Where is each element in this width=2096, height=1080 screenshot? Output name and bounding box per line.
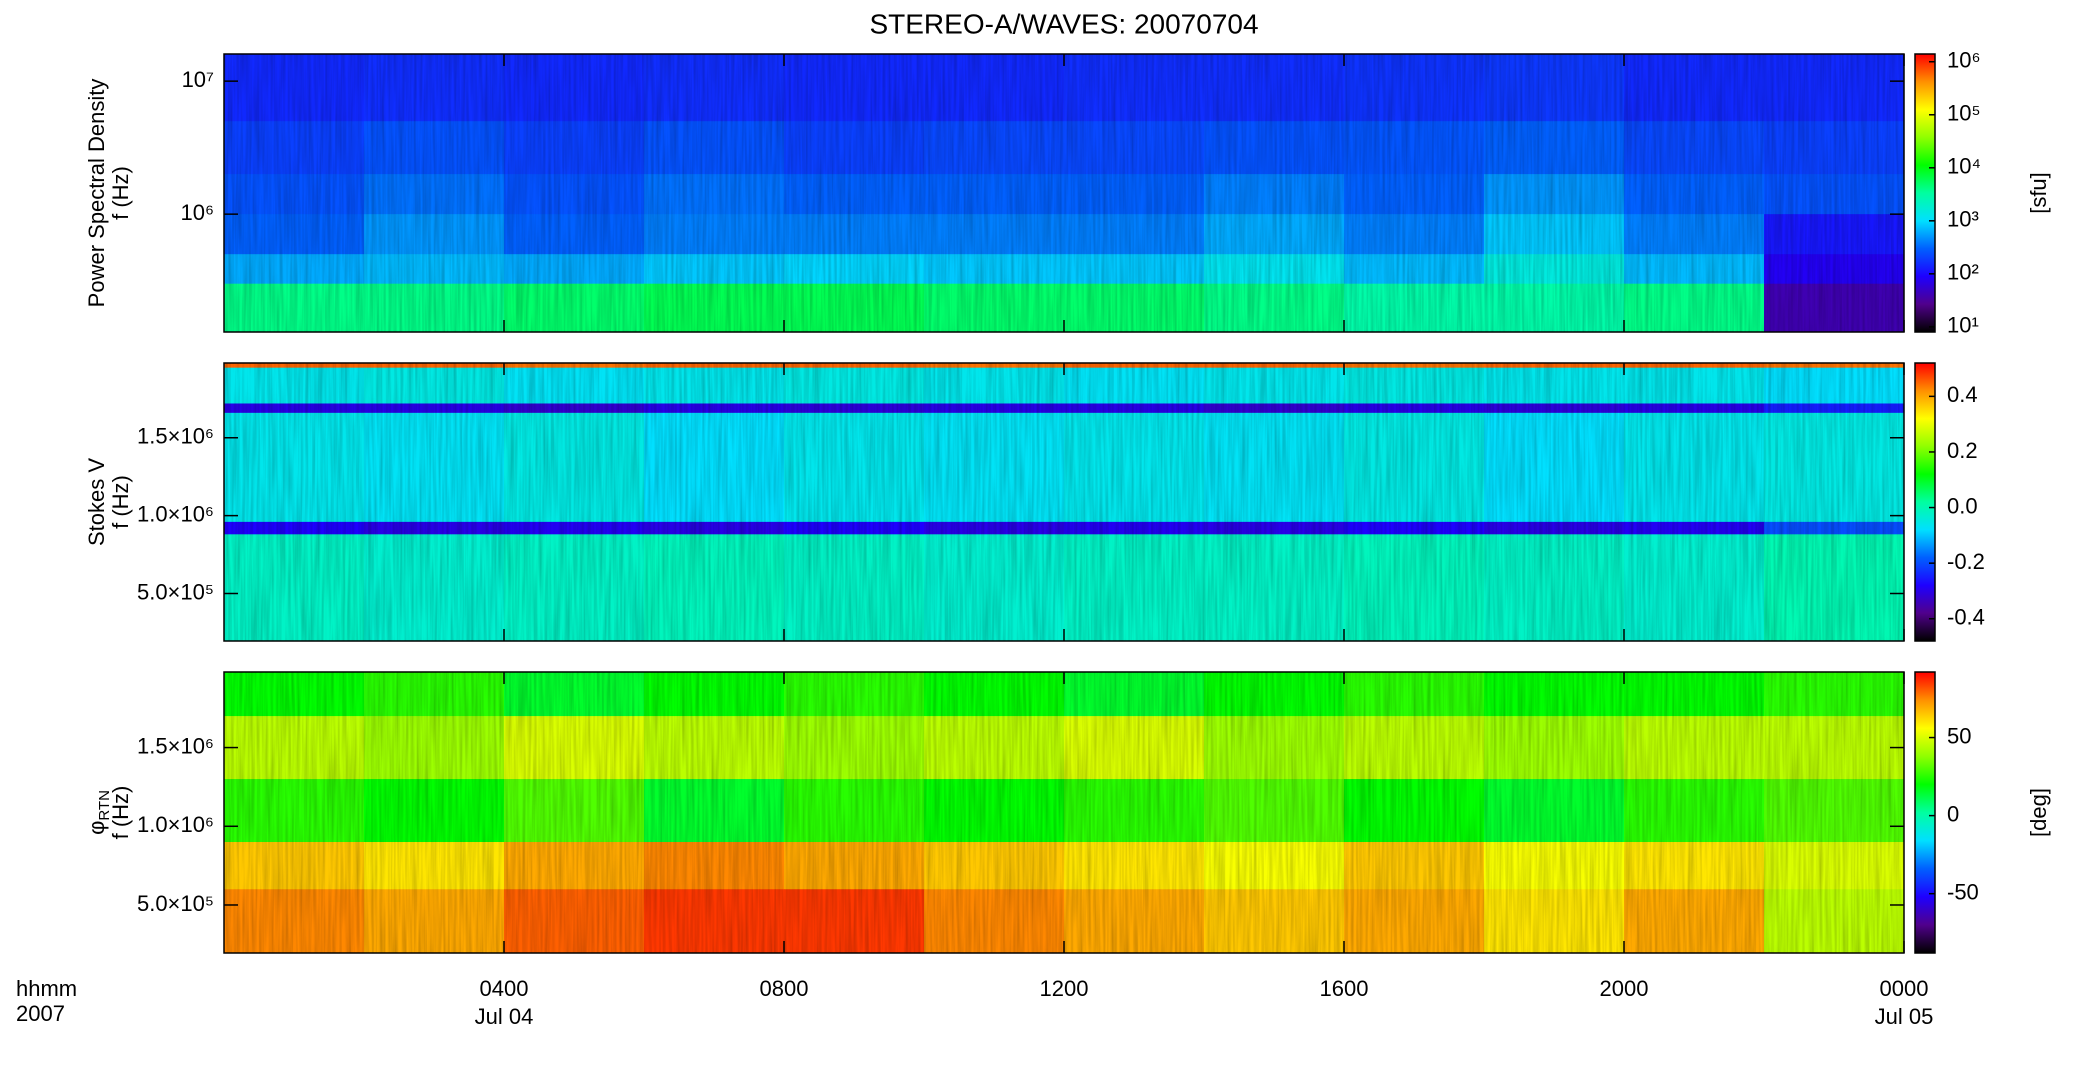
- y-axis-label-text: f (Hz): [108, 475, 133, 529]
- colorbar-tick-label: 0.0: [1947, 493, 1978, 518]
- x-tick-sublabel: Jul 05: [1875, 1004, 1934, 1029]
- x-tick-label: 0400: [480, 976, 529, 1001]
- y-tick-label: 5.0×10⁵: [137, 891, 214, 916]
- y-axis-label: f (Hz): [108, 786, 133, 840]
- y-tick-label: 1.5×10⁶: [137, 424, 214, 449]
- y-tick-label: 10⁷: [182, 67, 214, 92]
- x-corner-label: 2007: [16, 1001, 65, 1026]
- colorbar-tick-label: -0.4: [1947, 605, 1985, 630]
- x-corner-label: hhmm: [16, 976, 77, 1001]
- colorbar-tick-label: 10⁵: [1947, 101, 1981, 126]
- x-tick-label: 0000: [1880, 976, 1929, 1001]
- chart-title: STEREO-A/WAVES: 20070704: [869, 8, 1258, 39]
- colorbar-tick-label: 0.2: [1947, 438, 1978, 463]
- x-tick-label: 0800: [760, 976, 809, 1001]
- x-tick-label: 2000: [1600, 976, 1649, 1001]
- y-axis-label: Power Spectral Density: [84, 79, 109, 308]
- colorbar-tick-label: 0: [1947, 801, 1959, 826]
- y-tick-label: 1.0×10⁶: [137, 812, 214, 837]
- y-tick-label: 10⁶: [180, 200, 214, 225]
- x-tick-sublabel: Jul 04: [475, 1004, 534, 1029]
- y-axis-label-text: f (Hz): [108, 166, 133, 220]
- x-tick-label: 1600: [1320, 976, 1369, 1001]
- y-tick-label: 5.0×10⁵: [137, 579, 214, 604]
- colorbar-tick-label: 10⁴: [1947, 154, 1981, 179]
- y-axis-label: f (Hz): [108, 475, 133, 529]
- y-axis-label-subscript: RTN: [96, 790, 113, 821]
- y-axis-label-text: φ: [84, 821, 109, 835]
- heatmap: [224, 672, 1904, 953]
- colorbar: [1914, 53, 1936, 333]
- y-axis-label: Stokes V: [84, 458, 109, 546]
- colorbar-tick-label: 10²: [1947, 260, 1979, 285]
- y-axis-label: φRTN: [84, 790, 113, 835]
- colorbar-tick-label: 50: [1947, 723, 1971, 748]
- heatmap: [224, 54, 1904, 332]
- colorbar-label: [deg]: [2026, 788, 2051, 837]
- colorbar-tick-label: 10¹: [1947, 313, 1979, 338]
- y-axis-label-text: Power Spectral Density: [84, 79, 109, 308]
- colorbar-tick-label: 0.4: [1947, 382, 1978, 407]
- y-axis-label-text: f (Hz): [108, 786, 133, 840]
- colorbar-tick-label: -50: [1947, 879, 1979, 904]
- colorbar-tick-label: 10³: [1947, 207, 1979, 232]
- colorbar-tick-label: 10⁶: [1947, 48, 1981, 73]
- y-axis-label-text: Stokes V: [84, 458, 109, 546]
- colorbar: [1914, 671, 1936, 954]
- heatmap: [224, 363, 1904, 641]
- y-axis-label: f (Hz): [108, 166, 133, 220]
- texture: [224, 363, 1904, 641]
- texture: [224, 54, 1904, 332]
- colorbar: [1914, 362, 1936, 642]
- y-tick-label: 1.0×10⁶: [137, 501, 214, 526]
- y-tick-label: 1.5×10⁶: [137, 733, 214, 758]
- x-tick-label: 1200: [1040, 976, 1089, 1001]
- texture: [224, 672, 1904, 953]
- colorbar-tick-label: -0.2: [1947, 549, 1985, 574]
- colorbar-label: [sfu]: [2026, 172, 2051, 214]
